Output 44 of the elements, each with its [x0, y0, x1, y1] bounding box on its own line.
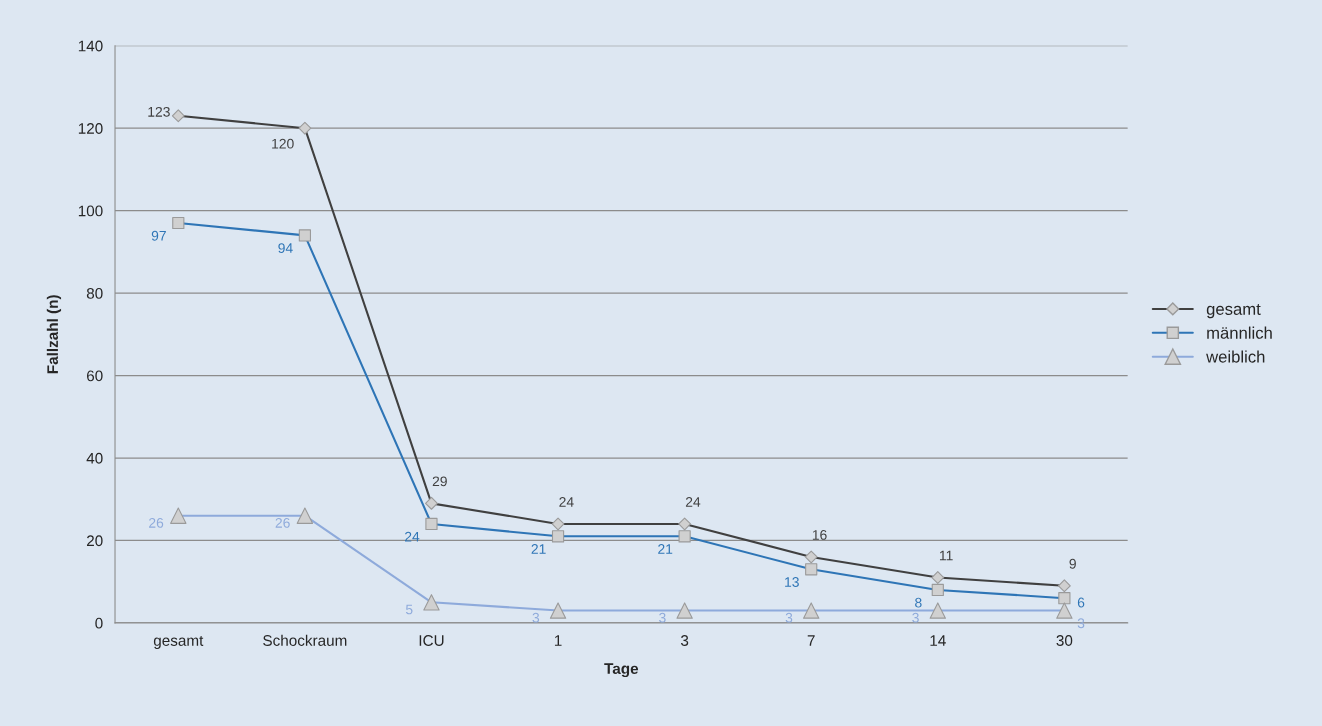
x-tick-label: 3	[680, 635, 689, 646]
data-label: 3	[785, 612, 793, 623]
y-axis-title: Fallzahl (n)	[46, 295, 62, 374]
legend-label: weiblich	[1206, 350, 1265, 363]
data-label: 16	[812, 530, 827, 540]
legend-label: männlich	[1207, 326, 1272, 339]
data-label: 5	[405, 604, 413, 615]
data-label: 21	[531, 544, 546, 554]
data-label: 11	[939, 550, 953, 561]
x-tick-label: 14	[930, 635, 946, 646]
x-tick-label: 7	[807, 635, 815, 646]
data-label: 26	[149, 517, 164, 528]
y-tick-label: 140	[78, 40, 103, 52]
data-label: 13	[785, 577, 799, 587]
data-label: 3	[912, 612, 919, 623]
x-tick-label: gesamt	[153, 635, 204, 649]
y-tick-label: 80	[86, 287, 103, 299]
data-label: 24	[685, 497, 701, 507]
data-label: 3	[659, 612, 666, 623]
x-tick-label: Schockraum	[263, 634, 347, 646]
data-label: 9	[1069, 558, 1076, 569]
x-tick-label: ICU	[419, 635, 444, 646]
data-label: 24	[559, 497, 574, 507]
y-tick-label: 40	[86, 452, 103, 464]
y-tick-label: 20	[86, 535, 103, 547]
y-tick-label: 60	[86, 370, 103, 382]
data-label: 94	[278, 243, 293, 253]
data-label: 24	[405, 531, 420, 542]
legend-label: gesamt	[1206, 303, 1261, 319]
data-label: 6	[1077, 597, 1085, 608]
x-axis-title: Tage	[604, 663, 639, 678]
y-tick-label: 100	[78, 205, 103, 217]
data-label: 120	[272, 138, 294, 149]
y-tick-label: 120	[78, 123, 103, 134]
data-label: 97	[151, 230, 166, 241]
data-label: 26	[275, 517, 290, 528]
data-label: 123	[148, 106, 170, 117]
x-tick-label: 30	[1056, 635, 1073, 646]
y-tick-label: 0	[95, 617, 103, 629]
data-label: 8	[915, 597, 922, 608]
data-label: 21	[658, 544, 673, 554]
data-label: 29	[432, 476, 447, 487]
data-label: 3	[532, 612, 540, 623]
x-tick-label: 1	[554, 635, 562, 646]
